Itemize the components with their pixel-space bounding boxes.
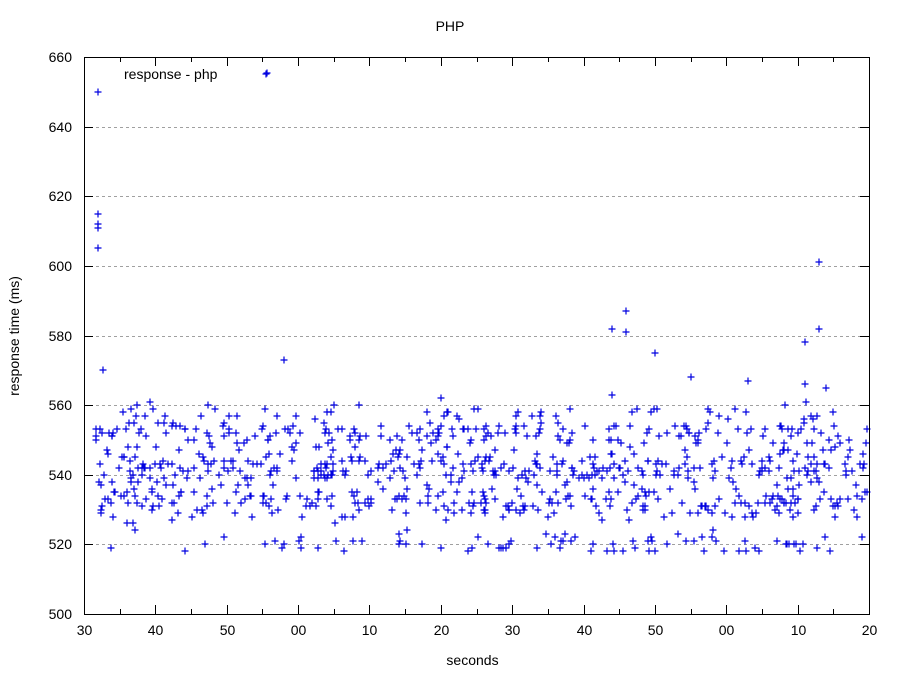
chart-title: PHP: [435, 18, 465, 34]
x-tick-label: 00: [290, 622, 307, 638]
y-tick-label: 500: [48, 605, 72, 622]
x-tick-label: 10: [361, 622, 378, 638]
y-tick-label: 600: [48, 257, 72, 274]
x-tick-label: 10: [790, 622, 807, 638]
x-axis-label: seconds: [446, 652, 499, 668]
y-tick-label: 640: [48, 118, 72, 135]
y-tick-label: 580: [48, 327, 72, 344]
x-tick-label: 30: [504, 622, 521, 638]
axis-tick-marks: [84, 57, 870, 615]
gridlines: [84, 127, 869, 545]
x-tick-label: 00: [718, 622, 735, 638]
x-tick-label: 40: [576, 622, 593, 638]
x-tick-label: 40: [147, 622, 164, 638]
legend-marker-icon: [263, 69, 271, 77]
y-tick-label: 540: [48, 466, 72, 483]
x-tick-label: 50: [219, 622, 236, 638]
x-tick-label: 20: [861, 622, 878, 638]
x-tick-label: 30: [76, 622, 93, 638]
x-tick-label: 50: [647, 622, 664, 638]
y-tick-label: 660: [48, 48, 72, 65]
x-tick-label: 20: [433, 622, 450, 638]
legend-label: response - php: [124, 66, 218, 82]
y-tick-label: 560: [48, 396, 72, 413]
y-tick-label: 620: [48, 187, 72, 204]
y-tick-label: 520: [48, 535, 72, 552]
data-points: [92, 70, 871, 555]
